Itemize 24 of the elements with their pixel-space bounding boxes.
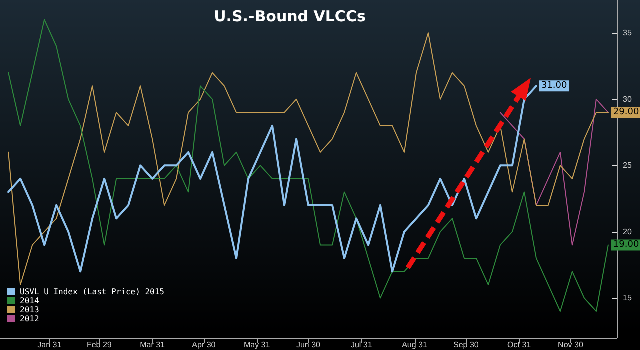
x-tick-label: Sep 30 <box>454 340 480 350</box>
x-tick-label: Oct 31 <box>508 340 532 350</box>
legend-label: USVL U Index (Last Price) 2015 <box>20 288 165 296</box>
y-tick-label: 35 <box>623 28 632 38</box>
x-tick-label: May 31 <box>244 340 271 350</box>
x-tick-label: Jun 30 <box>296 340 322 350</box>
x-tick-label: Jul 31 <box>350 340 373 350</box>
x-tick-label: Feb 29 <box>86 340 112 350</box>
text: U.S.-Bound VLCCs <box>214 8 366 26</box>
x-tick-label: Apr 30 <box>192 340 216 350</box>
x-tick-label: Mar 31 <box>140 340 166 350</box>
data-label: 29.00 <box>613 108 640 118</box>
x-tick-label: Nov 30 <box>558 340 584 350</box>
x-tick-label: Aug 31 <box>402 340 428 350</box>
legend-label: 2013 <box>20 306 40 314</box>
y-tick-label: 30 <box>623 94 632 104</box>
y-tick-label: 20 <box>623 227 632 236</box>
data-label: 19.00 <box>613 240 640 250</box>
y-tick-label: 25 <box>623 161 632 170</box>
data-label: 31.00 <box>541 81 568 92</box>
legend-label: 2012 <box>20 314 40 324</box>
x-tick-label: Jan 31 <box>38 340 62 350</box>
y-tick-label: 15 <box>623 294 632 303</box>
legend-label: 2014 <box>20 296 40 306</box>
